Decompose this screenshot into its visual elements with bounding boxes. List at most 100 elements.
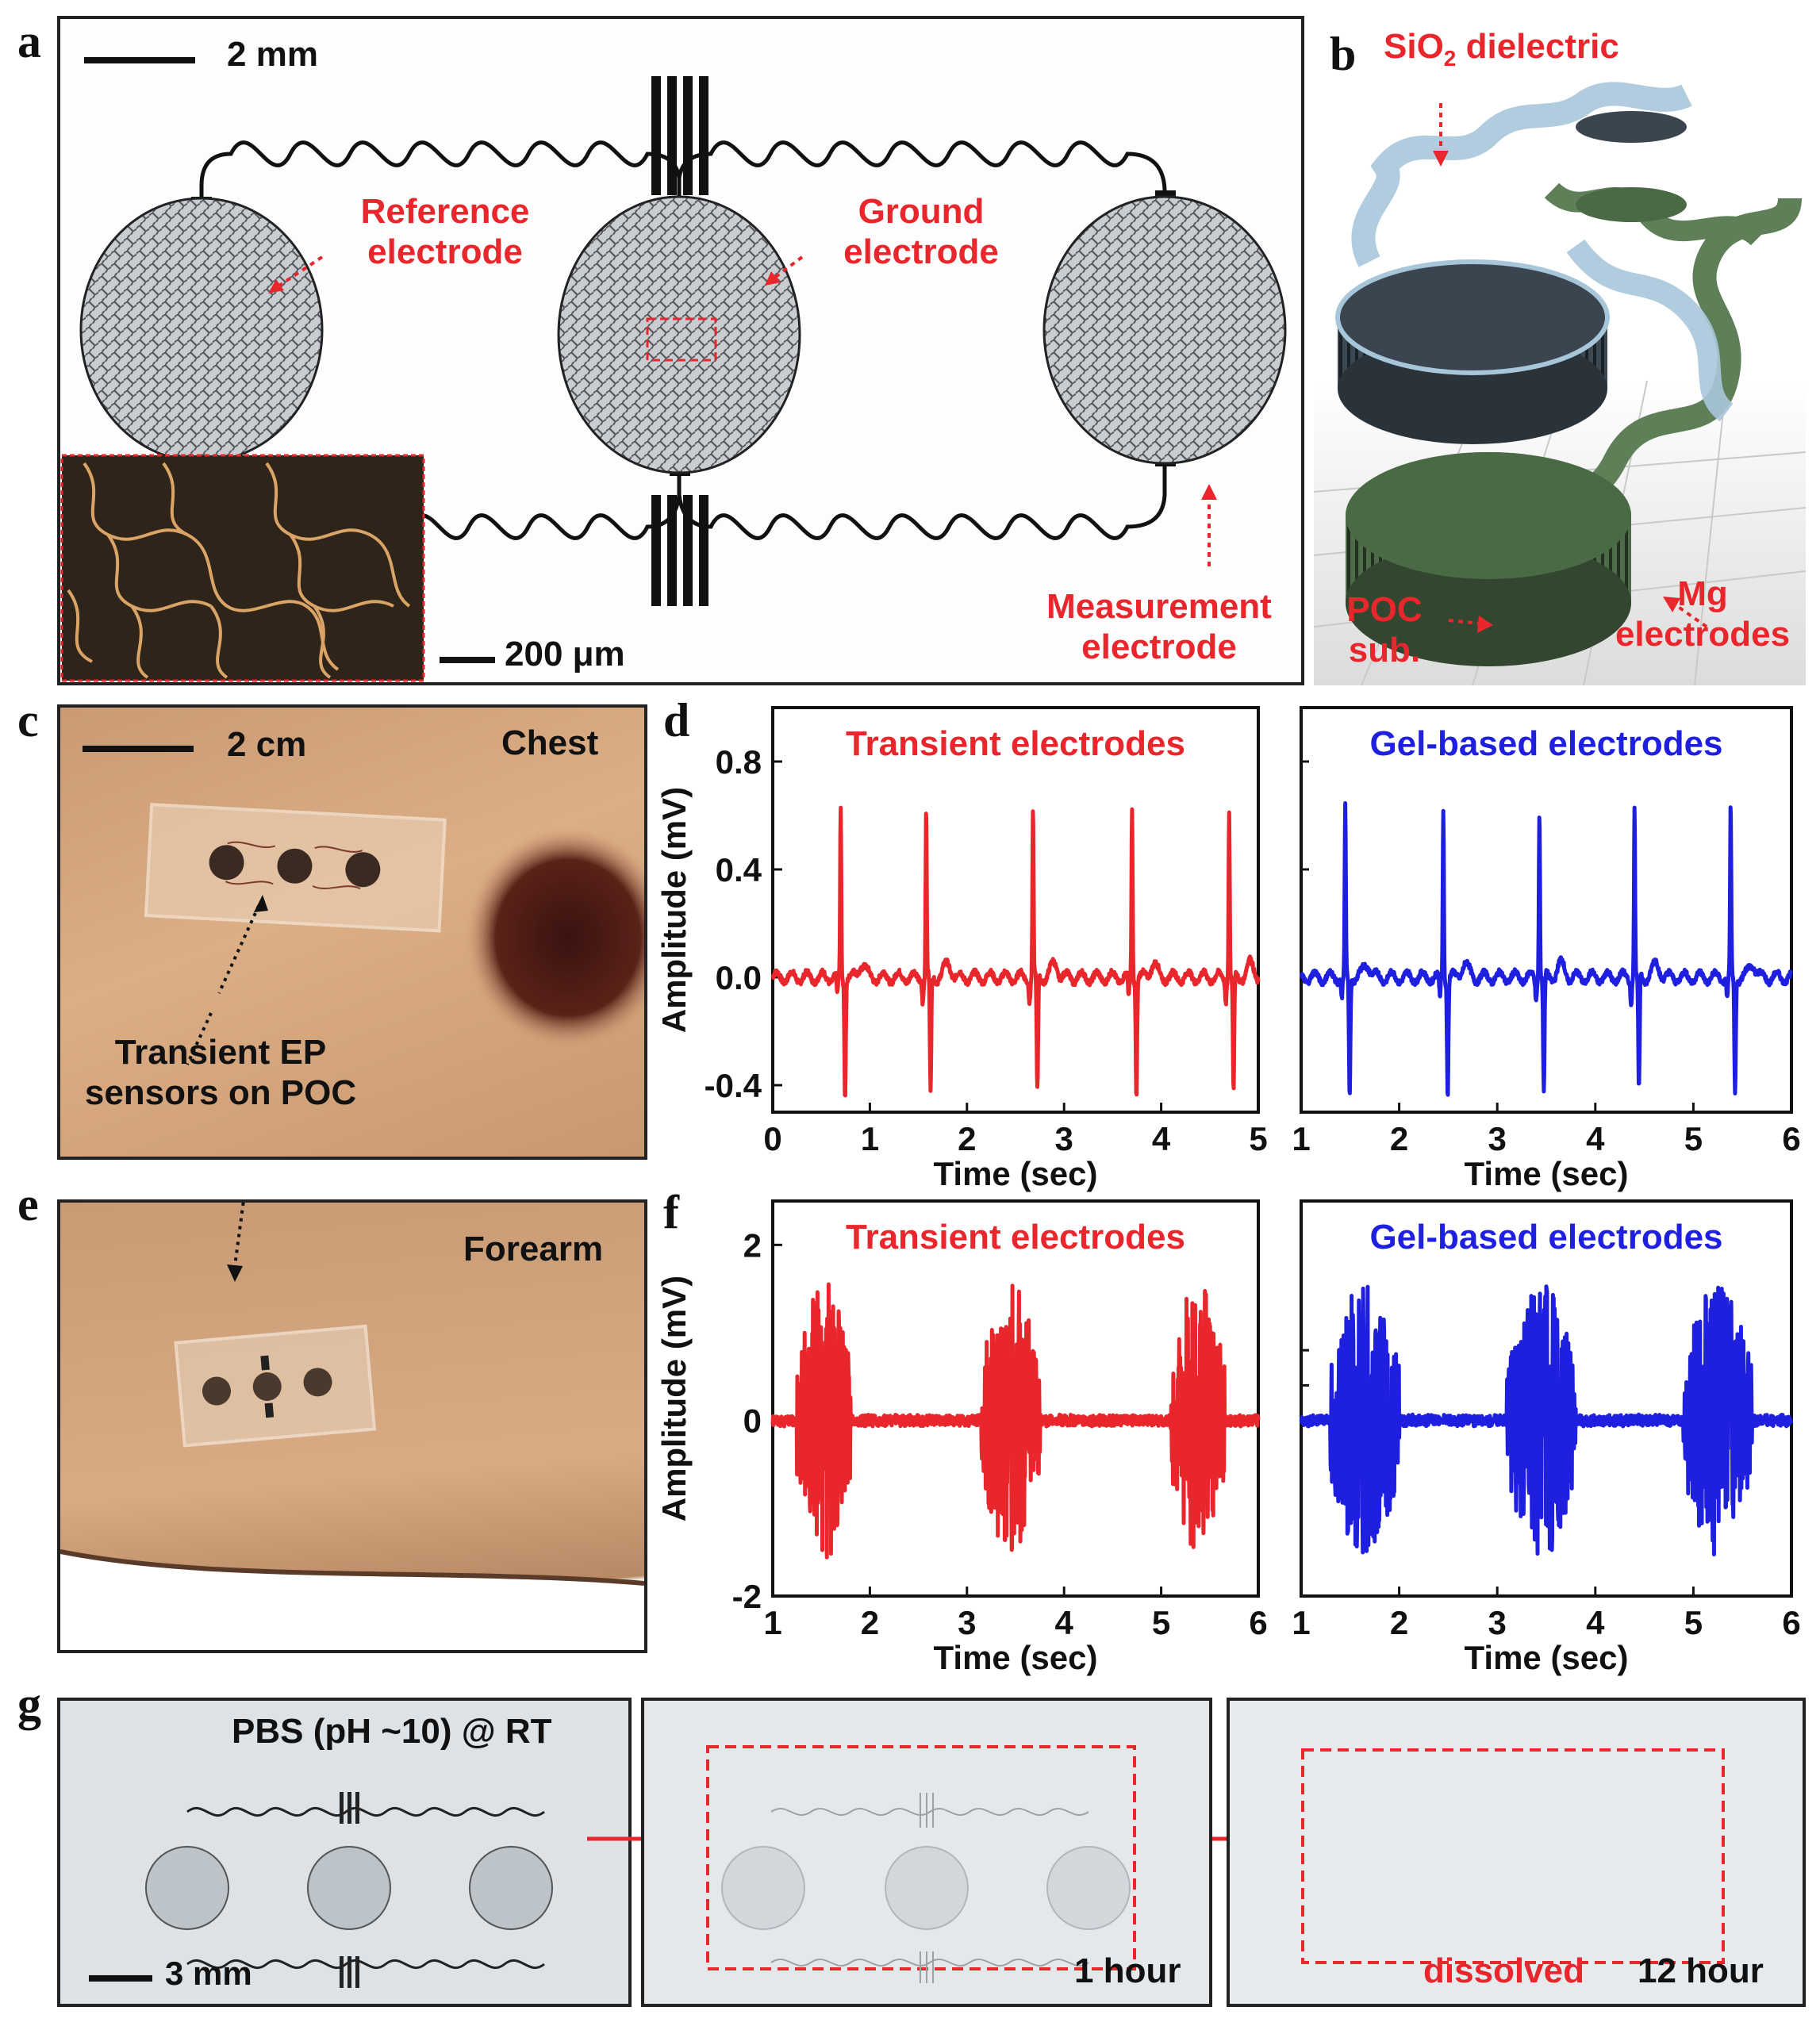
x-tick-label: 6 bbox=[1249, 1604, 1267, 1641]
x-tick-label: 1 bbox=[861, 1120, 879, 1157]
chart-title: Transient electrodes bbox=[846, 724, 1185, 763]
chart-title: Gel-based electrodes bbox=[1369, 724, 1722, 763]
mg-label-line2: electrodes bbox=[1615, 614, 1791, 654]
serpentine-mesh-inset bbox=[60, 454, 425, 682]
chart-frame bbox=[771, 1199, 1260, 1598]
forearm-sensor-illustration bbox=[60, 1203, 644, 1650]
mg-label-line1: Mg bbox=[1677, 574, 1728, 613]
measurement-label-line2: electrode bbox=[1081, 627, 1237, 666]
x-tick-label: 2 bbox=[1390, 1120, 1408, 1157]
reference-electrode bbox=[79, 197, 324, 463]
chart-frame bbox=[771, 706, 1260, 1114]
reference-label-line2: electrode bbox=[367, 232, 523, 271]
signal-trace bbox=[770, 805, 1261, 1098]
signal-trace bbox=[770, 1282, 1261, 1560]
measurement-electrode-label: Measurement electrode bbox=[1024, 587, 1294, 667]
panel-g-1hour-photo: 1 hour bbox=[641, 1698, 1212, 2007]
mg-electrodes-label: Mg electrodes bbox=[1599, 574, 1806, 654]
chest-site-label: Chest bbox=[501, 723, 599, 762]
chart-frame bbox=[1300, 706, 1793, 1114]
x-tick-label: 3 bbox=[1488, 1604, 1507, 1641]
x-tick-label: 4 bbox=[1055, 1604, 1074, 1641]
x-tick-label: 1 bbox=[1292, 1120, 1310, 1157]
panel-label-a: a bbox=[17, 15, 41, 67]
y-axis-label: Amplitude (mV) bbox=[655, 1276, 693, 1521]
x-tick-label: 3 bbox=[1055, 1120, 1073, 1157]
sensors-label-line1: Transient EP bbox=[114, 1033, 327, 1072]
signal-trace bbox=[1299, 1284, 1794, 1556]
ground-electrode-label: Ground electrode bbox=[818, 192, 1024, 272]
chest-sensor-illustration bbox=[83, 746, 644, 1065]
x-tick-label: 6 bbox=[1782, 1120, 1800, 1157]
panel-g-initial-photo: PBS (pH ~10) @ RT 3 mm bbox=[57, 1698, 632, 2007]
x-axis-label: Time (sec) bbox=[934, 1639, 1098, 1676]
x-tick-label: 6 bbox=[1782, 1604, 1800, 1641]
panel-label-c: c bbox=[17, 694, 39, 746]
scale-bar-3mm bbox=[89, 1975, 152, 1982]
panel-g-12hour-photo: dissolved 12 hour bbox=[1227, 1698, 1806, 2007]
x-tick-label: 1 bbox=[1292, 1604, 1310, 1641]
electrode-layer-schematic bbox=[1314, 82, 1806, 685]
y-tick-label: -0.4 bbox=[705, 1067, 762, 1104]
y-axis-label: Amplitude (mV) bbox=[655, 787, 693, 1033]
poc-substrate-label: POC sub. bbox=[1333, 590, 1436, 670]
panel-label-f: f bbox=[663, 1186, 679, 1238]
scale-label-2cm: 2 cm bbox=[227, 725, 307, 764]
y-tick-label: 0 bbox=[743, 1402, 762, 1440]
poc-label-line1: POC bbox=[1346, 590, 1423, 629]
y-tick-label: 0.0 bbox=[716, 959, 762, 996]
forearm-site-label: Forearm bbox=[463, 1230, 604, 1268]
chart-title: Gel-based electrodes bbox=[1369, 1218, 1722, 1257]
dissolved-region bbox=[1301, 1748, 1725, 1964]
dielectric-text: dielectric bbox=[1456, 27, 1619, 66]
dissolved-label: dissolved bbox=[1423, 1951, 1584, 1990]
time-1hour-label: 1 hour bbox=[1074, 1951, 1181, 1990]
x-tick-label: 3 bbox=[1488, 1120, 1507, 1157]
reference-label-line1: Reference bbox=[360, 192, 530, 231]
scale-bar-200um bbox=[440, 657, 495, 663]
panel-label-e: e bbox=[17, 1178, 39, 1230]
ground-electrode bbox=[557, 195, 801, 474]
measurement-electrode bbox=[1042, 195, 1287, 465]
scale-bar-2mm bbox=[84, 57, 195, 63]
poc-label-line2: sub. bbox=[1348, 630, 1421, 670]
panel-a-device-photo: 2 mm Reference electrode Ground electrod… bbox=[57, 16, 1304, 685]
x-tick-label: 5 bbox=[1684, 1604, 1703, 1641]
x-tick-label: 4 bbox=[1586, 1604, 1605, 1641]
scale-label-3mm: 3 mm bbox=[165, 1955, 252, 1992]
panel-label-d: d bbox=[663, 694, 690, 746]
x-tick-label: 2 bbox=[1390, 1604, 1408, 1641]
chart-title: Transient electrodes bbox=[846, 1218, 1185, 1257]
ground-label-line1: Ground bbox=[858, 192, 985, 231]
x-tick-label: 0 bbox=[763, 1120, 781, 1157]
x-tick-label: 3 bbox=[958, 1604, 976, 1641]
measurement-label-line1: Measurement bbox=[1046, 587, 1272, 626]
pbs-condition-label: PBS (pH ~10) @ RT bbox=[232, 1712, 552, 1751]
x-axis-label: Time (sec) bbox=[1465, 1639, 1629, 1676]
panel-c-chest-photo: 2 cm Chest Transient EP sensors on POC bbox=[57, 704, 647, 1160]
y-tick-label: -2 bbox=[732, 1578, 762, 1615]
x-axis-label: Time (sec) bbox=[1465, 1155, 1629, 1192]
x-tick-label: 5 bbox=[1684, 1120, 1703, 1157]
transient-ep-sensors-label: Transient EP sensors on POC bbox=[70, 1033, 371, 1113]
sio2-subscript: 2 bbox=[1443, 45, 1457, 71]
sensors-label-line2: sensors on POC bbox=[84, 1072, 357, 1112]
signal-trace bbox=[1299, 801, 1794, 1097]
y-tick-label: 0.4 bbox=[716, 851, 762, 888]
reference-electrode-label: Reference electrode bbox=[342, 192, 548, 272]
x-tick-label: 4 bbox=[1152, 1120, 1171, 1157]
x-axis-label: Time (sec) bbox=[934, 1155, 1098, 1192]
chart-frame bbox=[1300, 1199, 1793, 1598]
partially-dissolved-device bbox=[706, 1745, 1136, 1983]
y-tick-label: 0.8 bbox=[716, 743, 762, 781]
sio2-dielectric-label: SiO2 dielectric bbox=[1384, 27, 1619, 71]
x-tick-label: 5 bbox=[1249, 1120, 1267, 1157]
x-tick-label: 4 bbox=[1586, 1120, 1605, 1157]
x-tick-label: 1 bbox=[763, 1604, 781, 1641]
x-tick-label: 2 bbox=[861, 1604, 879, 1641]
scale-label-200um: 200 μm bbox=[505, 635, 625, 673]
ground-label-line2: electrode bbox=[843, 232, 999, 271]
time-12hour-label: 12 hour bbox=[1638, 1951, 1764, 1990]
electrode-device-drawing bbox=[60, 57, 1287, 682]
zoom-region-box bbox=[646, 317, 717, 362]
